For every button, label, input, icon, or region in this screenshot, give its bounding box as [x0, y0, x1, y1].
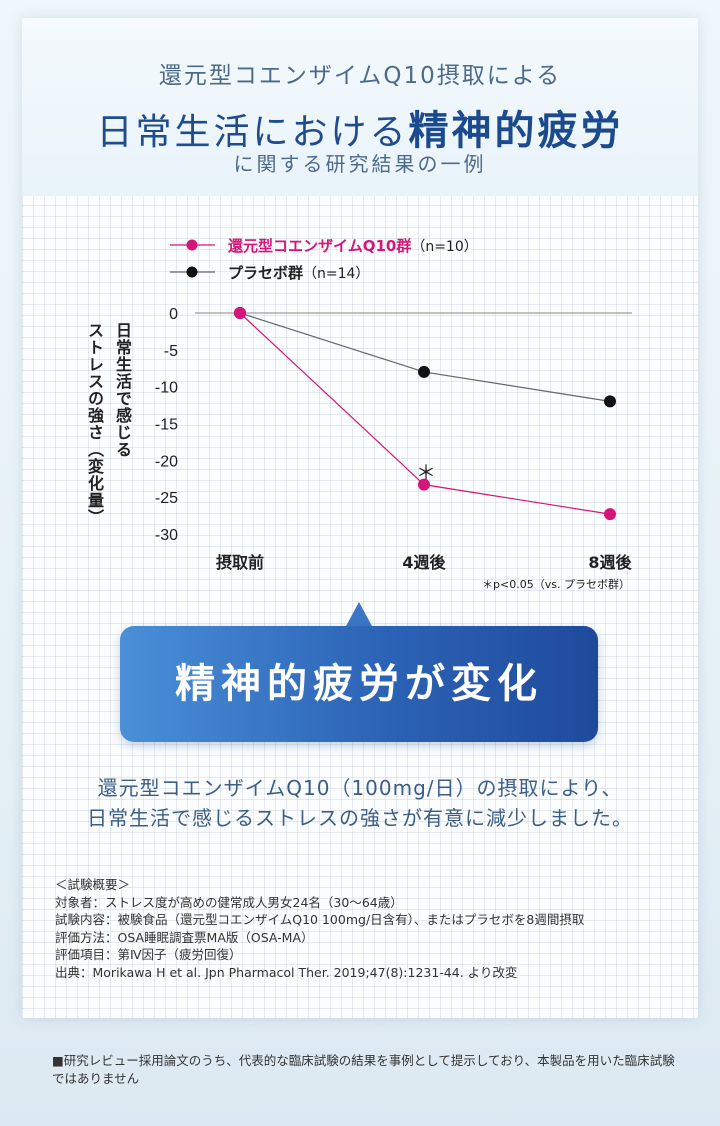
callout-banner: 精神的疲労が変化 [120, 626, 598, 742]
title-line-3: に関する研究結果の一例 [233, 152, 487, 176]
title-emphasis: 精神的疲労 [408, 107, 624, 154]
y-tick-label: -20 [155, 453, 178, 470]
disclaimer: ■研究レビュー採用論文のうち、代表的な臨床試験の結果を事例として提示しており、本… [52, 1053, 675, 1086]
y-tick-label: -25 [155, 490, 178, 507]
title-line-2: 日常生活における精神的疲労 [22, 98, 698, 156]
y-axis-label-line-2: ストレスの強さ（変化量） [85, 322, 104, 526]
data-point [418, 365, 430, 378]
x-tick-label: 摂取前 [216, 553, 264, 572]
y-tick-label: -30 [155, 527, 178, 544]
title-prefix: 日常生活における [96, 112, 409, 153]
callout-pointer [345, 602, 373, 628]
notes-heading: ＜試験概要＞ [55, 877, 131, 892]
x-tick-label: 4週後 [402, 553, 446, 572]
title-header: 還元型コエンザイムQ10摂取による 日常生活における精神的疲労 に関する研究結果… [22, 18, 698, 196]
y-axis-label-line-1: 日常生活で感じる [113, 322, 132, 458]
y-axis-label: 日常生活で感じる ストレスの強さ（変化量） [82, 322, 134, 526]
notes-item: 評価項目：第Ⅳ因子（疲労回復） [55, 947, 242, 963]
y-tick-label: -10 [155, 380, 178, 397]
result-line-1: 還元型コエンザイムQ10（100mg/日）の摂取により、 [97, 776, 623, 800]
title-line-1: 還元型コエンザイムQ10摂取による [158, 63, 562, 89]
significance-footnote: ＊p<0.05（vs. プラセボ群） [482, 577, 630, 591]
data-point [604, 508, 616, 521]
legend-marker [186, 239, 198, 251]
series-line [239, 312, 611, 402]
x-tick-label: 8週後 [588, 553, 632, 572]
y-tick-label: 0 [169, 306, 178, 323]
data-point [604, 395, 616, 408]
y-tick-label: -5 [164, 343, 178, 360]
legend-label: 還元型コエンザイムQ10群（n=10） [228, 237, 478, 255]
y-tick-label: -15 [155, 417, 178, 434]
legend-label: プラセボ群（n=14） [228, 264, 369, 282]
notes-content: 試験内容：被験食品（還元型コエンザイムQ10 100mg/日含有）、またはプラセ… [55, 912, 585, 928]
study-notes: ＜試験概要＞ 対象者：ストレス度が高めの健常成人男女24名（30〜64歳） 試験… [55, 876, 584, 982]
line-chart: 0 -5 -10 -15 -20 -25 -30 摂取前 4週後 8週後 ＊ ＊p<0.05（vs. … [155, 237, 633, 591]
notes-source: 出典：Morikawa H et al. Jpn Pharmacol Ther.… [55, 964, 518, 980]
content-card: 還元型コエンザイムQ10摂取による 日常生活における精神的疲労 に関する研究結果… [22, 18, 698, 1018]
result-line-2: 日常生活で感じるストレスの強さが有意に減少しました。 [87, 806, 633, 830]
data-point [418, 478, 430, 491]
significance-mark: ＊ [416, 461, 436, 485]
data-point [234, 307, 246, 319]
notes-subjects: 対象者：ストレス度が高めの健常成人男女24名（30〜64歳） [55, 894, 403, 910]
legend-marker [186, 266, 198, 278]
notes-method: 評価方法：OSA睡眠調査票MA版（OSA-MA） [55, 929, 314, 945]
